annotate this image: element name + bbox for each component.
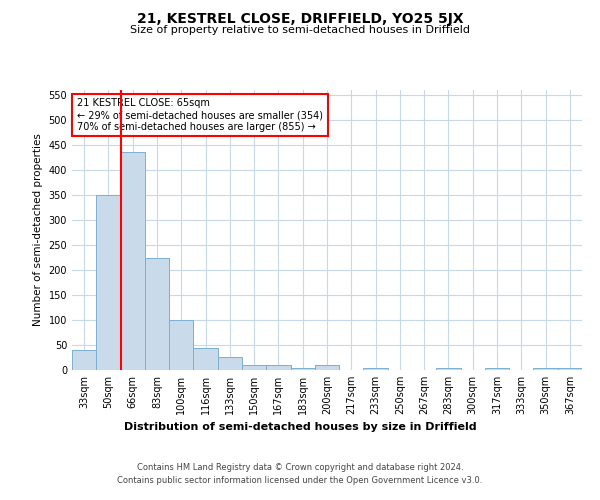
Y-axis label: Number of semi-detached properties: Number of semi-detached properties — [33, 134, 43, 326]
Bar — [266, 365, 290, 370]
Bar — [218, 356, 242, 370]
Text: Size of property relative to semi-detached houses in Driffield: Size of property relative to semi-detach… — [130, 25, 470, 35]
Text: 21, KESTREL CLOSE, DRIFFIELD, YO25 5JX: 21, KESTREL CLOSE, DRIFFIELD, YO25 5JX — [137, 12, 463, 26]
Text: Distribution of semi-detached houses by size in Driffield: Distribution of semi-detached houses by … — [124, 422, 476, 432]
Bar — [242, 365, 266, 370]
Bar — [72, 350, 96, 370]
Bar — [315, 365, 339, 370]
Bar — [96, 195, 121, 370]
Bar — [436, 368, 461, 370]
Bar — [533, 368, 558, 370]
Text: Contains public sector information licensed under the Open Government Licence v3: Contains public sector information licen… — [118, 476, 482, 485]
Bar — [121, 152, 145, 370]
Bar — [169, 320, 193, 370]
Bar — [193, 348, 218, 370]
Bar — [364, 368, 388, 370]
Bar — [485, 368, 509, 370]
Text: Contains HM Land Registry data © Crown copyright and database right 2024.: Contains HM Land Registry data © Crown c… — [137, 462, 463, 471]
Text: 21 KESTREL CLOSE: 65sqm
← 29% of semi-detached houses are smaller (354)
70% of s: 21 KESTREL CLOSE: 65sqm ← 29% of semi-de… — [77, 98, 323, 132]
Bar — [558, 368, 582, 370]
Bar — [145, 258, 169, 370]
Bar — [290, 368, 315, 370]
